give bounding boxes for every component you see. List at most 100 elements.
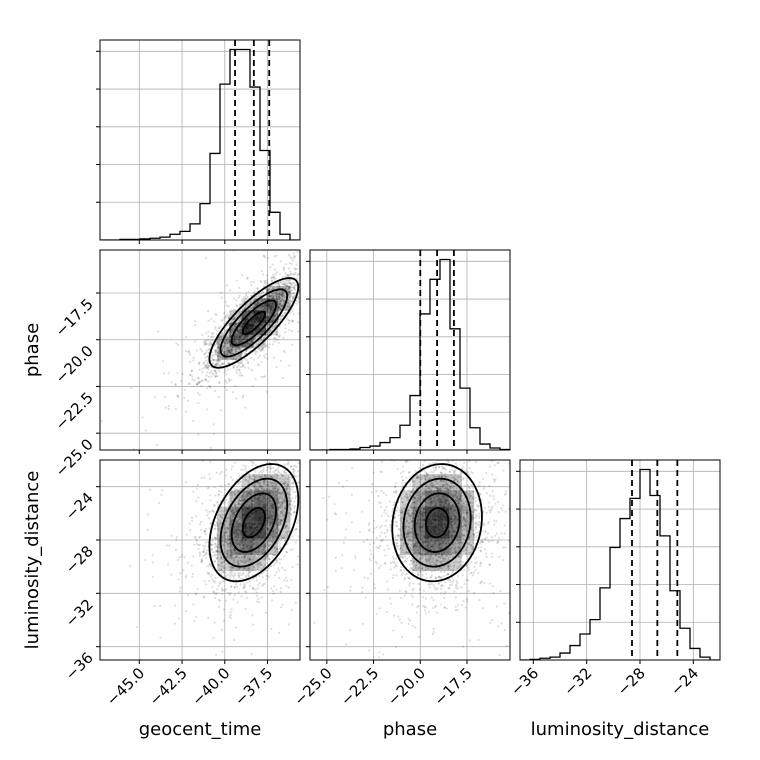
- sample-point: [239, 361, 242, 364]
- sample-point: [277, 295, 281, 298]
- sample-point: [233, 561, 236, 564]
- sample-point: [284, 312, 287, 315]
- sample-point: [221, 516, 224, 519]
- sample-point: [191, 378, 194, 381]
- sample-point: [251, 437, 253, 439]
- sample-point: [285, 284, 288, 287]
- sample-point: [264, 356, 267, 359]
- sample-point: [228, 349, 231, 353]
- contour-line: [208, 277, 300, 369]
- sample-point: [225, 550, 228, 553]
- sample-point: [382, 220, 384, 222]
- sample-point: [306, 547, 308, 549]
- sample-point: [292, 470, 295, 474]
- sample-point: [233, 571, 236, 575]
- sample-point: [231, 557, 234, 560]
- sample-point: [204, 359, 208, 362]
- sample-point: [257, 482, 260, 485]
- sample-point: [335, 476, 337, 478]
- sample-point: [225, 339, 228, 342]
- sample-point: [221, 318, 224, 321]
- sample-point: [238, 513, 241, 516]
- sample-point: [170, 573, 173, 576]
- sample-point: [287, 279, 291, 282]
- sample-point: [213, 596, 217, 600]
- sample-point: [308, 230, 310, 232]
- sample-point: [236, 329, 239, 333]
- sample-point: [225, 284, 229, 287]
- sample-point: [177, 396, 180, 399]
- sample-point: [268, 558, 271, 561]
- sample-point: [233, 593, 236, 596]
- sample-point: [261, 290, 265, 293]
- sample-point: [255, 600, 259, 603]
- sample-point: [223, 352, 226, 355]
- sample-point: [295, 277, 299, 280]
- sample-point: [216, 550, 219, 553]
- sample-point: [217, 494, 221, 497]
- sample-point: [257, 601, 261, 604]
- sample-point: [213, 390, 217, 393]
- sample-point: [232, 366, 235, 369]
- sample-point: [292, 252, 295, 255]
- sample-point: [289, 270, 292, 273]
- sample-point: [217, 605, 220, 609]
- sample-point: [210, 342, 213, 345]
- sample-point: [230, 348, 233, 351]
- sample-point: [281, 294, 284, 298]
- sample-point: [268, 470, 271, 473]
- sample-point: [226, 552, 229, 555]
- sample-point: [290, 578, 293, 581]
- sample-point: [279, 302, 282, 305]
- sample-point: [270, 321, 273, 324]
- sample-point: [264, 303, 267, 306]
- sample-point: [281, 304, 284, 307]
- sample-point: [264, 308, 267, 311]
- sample-point: [314, 440, 316, 442]
- sample-point: [240, 555, 243, 559]
- sample-point: [215, 550, 218, 553]
- sample-point: [234, 582, 237, 586]
- sample-point: [360, 271, 362, 273]
- sample-point: [292, 464, 295, 468]
- sample-point: [206, 362, 209, 365]
- sample-point: [306, 275, 308, 277]
- sample-point: [284, 481, 287, 485]
- sample-point: [235, 368, 238, 372]
- sample-point: [214, 350, 217, 353]
- sample-point: [250, 339, 253, 342]
- sample-point: [267, 288, 270, 291]
- sample-point: [264, 303, 267, 306]
- sample-point: [184, 481, 187, 484]
- sample-point: [302, 247, 304, 249]
- sample-point: [342, 527, 344, 529]
- sample-point: [198, 543, 201, 546]
- sample-point: [250, 559, 253, 562]
- sample-point: [329, 502, 331, 504]
- sample-point: [251, 577, 255, 580]
- sample-point: [214, 312, 217, 316]
- sample-point: [251, 478, 254, 481]
- sample-point: [240, 468, 243, 471]
- sample-point: [259, 339, 262, 342]
- sample-point: [209, 522, 212, 525]
- sample-point: [271, 589, 275, 593]
- histogram-step-line: [310, 258, 510, 450]
- sample-point: [293, 293, 296, 296]
- sample-point: [231, 512, 234, 515]
- sample-point: [266, 555, 269, 558]
- sample-point: [289, 290, 292, 294]
- sample-point: [239, 333, 242, 336]
- sample-point: [141, 416, 144, 419]
- sample-point: [305, 492, 307, 494]
- sample-point: [297, 321, 300, 324]
- sample-point: [288, 364, 291, 367]
- sample-point: [320, 507, 322, 509]
- sample-point: [294, 283, 297, 287]
- sample-point: [242, 336, 246, 340]
- sample-point: [222, 608, 226, 611]
- sample-point: [213, 553, 216, 556]
- sample-point: [258, 293, 261, 296]
- sample-point: [227, 336, 230, 339]
- sample-point: [278, 285, 281, 288]
